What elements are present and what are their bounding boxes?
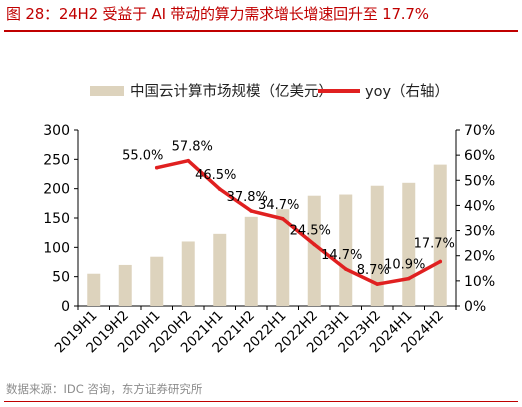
yoy-point (406, 276, 411, 281)
right-tick-label: 60% (464, 148, 495, 164)
yoy-point (343, 267, 348, 271)
title-rule (4, 30, 518, 32)
yoy-data-label: 10.9% (384, 258, 425, 273)
yoy-point (249, 209, 254, 213)
legend-swatch-bar (90, 86, 124, 96)
bars (87, 164, 447, 306)
yoy-point (154, 165, 159, 170)
yoy-data-label: 57.8% (172, 140, 213, 155)
right-tick-label: 30% (464, 224, 495, 240)
legend-label-line: yoy（右轴） (365, 83, 449, 100)
left-tick-label: 50 (52, 270, 70, 286)
yoy-data-label: 24.5% (290, 223, 331, 238)
yoy-point (312, 242, 317, 247)
bar (276, 209, 290, 306)
left-tick-label: 150 (43, 211, 70, 227)
right-tick-label: 20% (464, 249, 495, 265)
legend-swatch-line (318, 89, 360, 93)
legend-label-bar: 中国云计算市场规模（亿美元） (130, 83, 333, 100)
yoy-point (217, 187, 222, 191)
bar (307, 195, 321, 306)
yoy-point (375, 282, 380, 286)
bar (213, 233, 227, 306)
bar (118, 264, 132, 306)
chart: 中国云计算市场规模（亿美元） yoy（右轴） 0 50 100 150 200 250 30… (43, 83, 495, 356)
yoy-data-label: 37.8% (227, 190, 268, 205)
right-tick-label: 10% (464, 274, 495, 290)
bar (87, 273, 101, 306)
bar (370, 185, 384, 306)
bar (150, 256, 164, 306)
source-note: 数据来源：IDC 咨询，东方证券研究所 (6, 382, 203, 396)
yoy-data-label: 55.0% (122, 149, 163, 164)
yoy-point (186, 158, 191, 163)
legend: 中国云计算市场规模（亿美元） yoy（右轴） (90, 83, 449, 100)
yoy-point (438, 259, 443, 264)
bar (339, 194, 353, 306)
left-tick-label: 100 (43, 240, 70, 256)
yoy-data-label: 17.7% (414, 236, 455, 251)
yoy-line-layer (154, 158, 443, 286)
yoy-point (280, 216, 285, 221)
right-tick-label: 70% (464, 123, 495, 139)
right-tick-label: 40% (464, 198, 495, 214)
bar (433, 164, 447, 306)
yoy-data-label: 8.7% (357, 263, 390, 278)
left-tick-label: 0 (61, 299, 70, 315)
yoy-data-label: 34.7% (258, 198, 299, 213)
left-tick-label: 250 (43, 152, 70, 168)
yoy-data-label: 46.5% (195, 168, 236, 183)
yoy-data-label: 14.7% (321, 248, 362, 263)
bar (181, 241, 195, 306)
right-tick-label: 0% (464, 299, 486, 315)
right-tick-label: 50% (464, 173, 495, 189)
yoy-line (155, 158, 442, 286)
left-tick-label: 200 (43, 182, 70, 198)
data-labels: 55.0%57.8%46.5%37.8%34.7%24.5%14.7%8.7%1… (122, 140, 455, 278)
chart-title: 图 28：24H2 受益于 AI 带动的算力需求增长增速回升至 17.7% (6, 5, 429, 23)
bottom-rule (4, 401, 518, 402)
bar (244, 216, 258, 306)
left-tick-label: 300 (43, 123, 70, 139)
